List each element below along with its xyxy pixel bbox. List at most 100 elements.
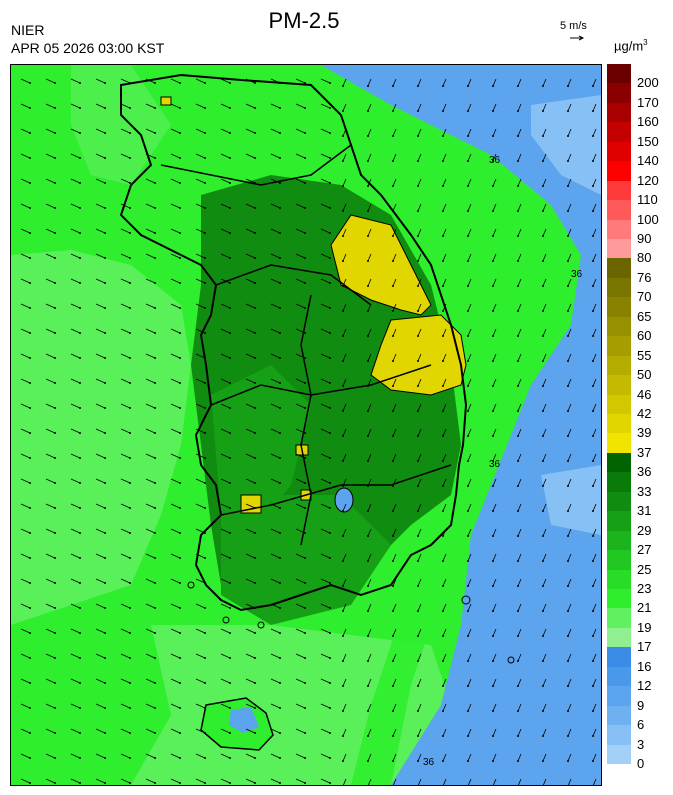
wind-arrow-icon (195, 753, 206, 759)
wind-arrow-icon (120, 478, 131, 484)
wind-arrow-icon (442, 303, 447, 312)
wind-arrowhead-icon (54, 357, 56, 359)
wind-arrow-icon (467, 728, 472, 737)
wind-arrow-icon (517, 128, 522, 137)
wind-arrow-icon (517, 728, 522, 737)
wind-arrowhead-icon (104, 682, 106, 684)
wind-arrowhead-icon (79, 382, 81, 384)
wind-arrowhead-icon (592, 485, 594, 487)
wind-arrowhead-icon (154, 582, 156, 584)
legend-label: 46 (637, 386, 652, 402)
wind-arrow-icon (20, 428, 31, 434)
wind-arrow-icon (517, 253, 522, 262)
wind-arrowhead-icon (229, 632, 231, 634)
wind-arrowhead-icon (154, 357, 156, 359)
wind-arrowhead-icon (567, 310, 569, 312)
wind-arrowhead-icon (154, 482, 156, 484)
wind-arrowhead-icon (517, 385, 519, 387)
wind-arrowhead-icon (329, 632, 331, 634)
legend-label: 6 (637, 717, 645, 733)
legend-swatch (607, 608, 631, 629)
wind-arrowhead-icon (392, 635, 394, 637)
wind-arrowhead-icon (79, 207, 81, 209)
wind-arrow-icon (120, 653, 131, 659)
wind-arrow-icon (195, 628, 206, 634)
wind-arrow-icon (195, 503, 206, 509)
legend-swatch (607, 589, 631, 609)
wind-arrow-icon (467, 778, 472, 785)
wind-arrow-icon (245, 703, 256, 709)
wind-arrow-icon (592, 403, 597, 412)
wind-arrowhead-icon (104, 207, 106, 209)
wind-arrowhead-icon (154, 82, 156, 84)
map-canvas: 36 36 36 36 (11, 65, 601, 785)
wind-arrowhead-icon (342, 685, 344, 687)
wind-arrowhead-icon (204, 732, 206, 734)
wind-arrow-icon (517, 403, 522, 412)
wind-arrow-icon (442, 128, 447, 137)
wind-arrow-icon (120, 678, 131, 684)
wind-arrowhead-icon (279, 307, 281, 309)
wind-arrow-icon (367, 153, 372, 162)
wind-arrow-icon (170, 253, 181, 259)
wind-arrowhead-icon (367, 460, 369, 462)
legend-label: 21 (637, 600, 652, 616)
wind-arrowhead-icon (367, 610, 369, 612)
wind-arrow-icon (517, 353, 522, 362)
wind-arrowhead-icon (154, 782, 156, 784)
wind-arrow-icon (542, 378, 547, 387)
wind-arrowhead-icon (542, 710, 544, 712)
wind-arrow-icon (220, 303, 231, 309)
wind-arrow-icon (70, 728, 81, 734)
wind-arrowhead-icon (179, 582, 181, 584)
wind-arrowhead-icon (254, 282, 256, 284)
wind-arrowhead-icon (29, 282, 31, 284)
wind-arrow-icon (542, 653, 547, 662)
wind-arrowhead-icon (254, 557, 256, 559)
wind-arrowhead-icon (567, 610, 569, 612)
wind-arrow-icon (367, 303, 372, 312)
wind-arrowhead-icon (392, 335, 394, 337)
wind-arrowhead-icon (279, 707, 281, 709)
wind-arrowhead-icon (392, 285, 394, 287)
legend-swatch (607, 550, 631, 571)
wind-arrow-icon (45, 528, 56, 534)
wind-arrowhead-icon (104, 332, 106, 334)
wind-arrow-icon (492, 203, 497, 212)
wind-arrow-icon (20, 553, 31, 559)
wind-arrowhead-icon (154, 657, 156, 659)
wind-arrowhead-icon (79, 82, 81, 84)
wind-arrowhead-icon (367, 510, 369, 512)
wind-arrowhead-icon (29, 657, 31, 659)
wind-arrowhead-icon (54, 507, 56, 509)
wind-arrow-icon (517, 428, 522, 437)
wind-arrowhead-icon (567, 710, 569, 712)
wind-arrowhead-icon (542, 585, 544, 587)
wind-arrowhead-icon (304, 632, 306, 634)
wind-arrow-icon (320, 153, 331, 159)
wind-arrowhead-icon (54, 432, 56, 434)
legend-swatch (607, 141, 631, 162)
wind-arrowhead-icon (154, 332, 156, 334)
wind-arrowhead-icon (79, 407, 81, 409)
wind-arrowhead-icon (204, 407, 206, 409)
wind-arrow-icon (170, 378, 181, 384)
wind-arrowhead-icon (592, 660, 594, 662)
wind-arrow-icon (295, 128, 306, 134)
wind-arrow-icon (492, 278, 497, 287)
wind-arrow-icon (517, 603, 522, 612)
wind-arrowhead-icon (254, 307, 256, 309)
legend-label: 37 (637, 444, 652, 460)
wind-arrow-icon (270, 128, 281, 134)
wind-arrowhead-icon (54, 682, 56, 684)
wind-arrowhead-icon (154, 107, 156, 109)
wind-arrowhead-icon (29, 582, 31, 584)
wind-arrow-icon (417, 103, 422, 112)
wind-arrowhead-icon (442, 635, 444, 637)
wind-arrow-icon (45, 253, 56, 259)
wind-arrowhead-icon (254, 332, 256, 334)
wind-arrowhead-icon (592, 610, 594, 612)
wind-arrow-icon (245, 378, 256, 384)
wind-arrow-icon (492, 353, 497, 362)
legend-label: 27 (637, 542, 652, 558)
